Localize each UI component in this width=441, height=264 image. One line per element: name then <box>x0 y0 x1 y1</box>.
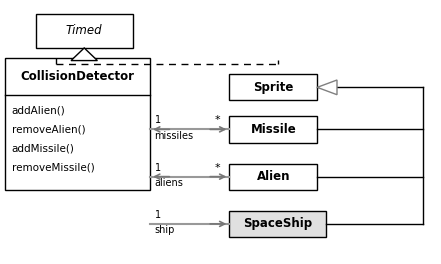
Bar <box>229 163 317 190</box>
Text: CollisionDetector: CollisionDetector <box>21 70 135 83</box>
Text: *: * <box>215 163 220 173</box>
Text: removeAlien(): removeAlien() <box>11 124 85 134</box>
Text: addMissile(): addMissile() <box>11 143 75 153</box>
Text: ship: ship <box>154 225 175 235</box>
Bar <box>229 74 317 101</box>
Text: missiles: missiles <box>154 131 194 141</box>
Text: Timed: Timed <box>66 24 103 37</box>
Polygon shape <box>317 80 337 95</box>
Text: Alien: Alien <box>257 170 290 183</box>
Text: Missile: Missile <box>250 123 296 136</box>
Text: 1: 1 <box>154 163 161 173</box>
Text: addAlien(): addAlien() <box>11 105 65 115</box>
Text: removeMissile(): removeMissile() <box>11 162 94 172</box>
Text: 1: 1 <box>154 115 161 125</box>
Bar <box>5 58 150 190</box>
Polygon shape <box>71 48 97 60</box>
Bar <box>229 211 326 237</box>
Text: Sprite: Sprite <box>253 81 293 94</box>
Text: aliens: aliens <box>154 178 183 188</box>
Bar <box>36 14 133 48</box>
Text: 1: 1 <box>154 210 161 220</box>
Bar <box>229 116 317 143</box>
Text: *: * <box>215 115 220 125</box>
Text: SpaceShip: SpaceShip <box>243 218 312 230</box>
